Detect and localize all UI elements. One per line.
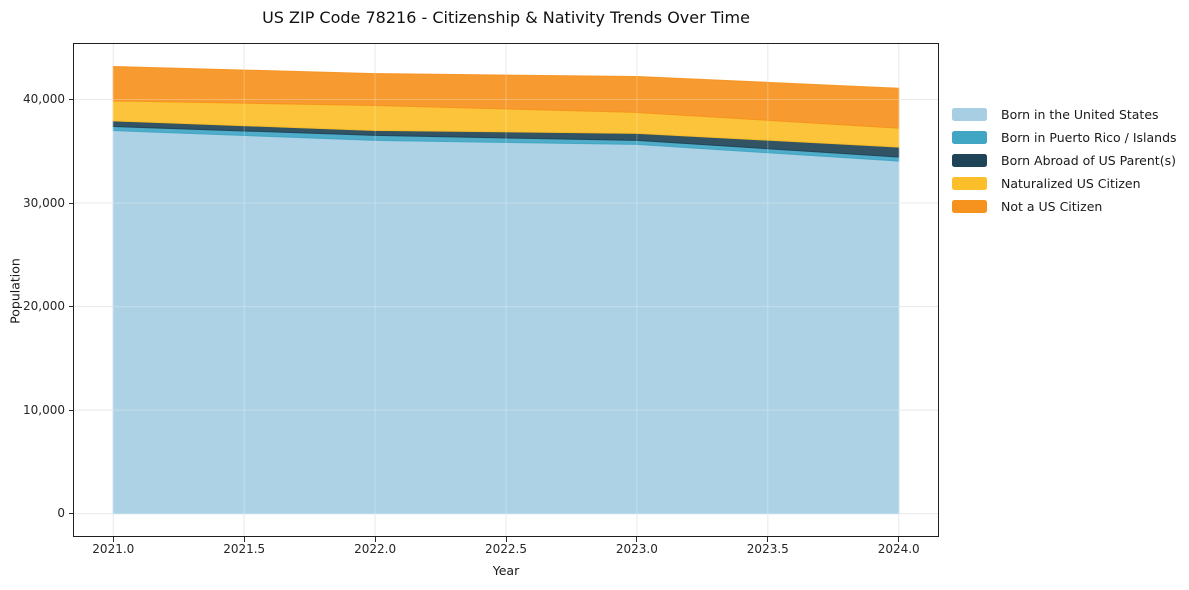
legend-swatch-icon <box>952 177 987 190</box>
y-tick-mark <box>69 409 74 411</box>
legend-swatch-icon <box>952 108 987 121</box>
y-tick-label: 20,000 <box>23 299 65 314</box>
legend-item: Born Abroad of US Parent(s) <box>952 153 1177 168</box>
area-series-4 <box>112 65 900 129</box>
legend-swatch-icon <box>952 131 987 144</box>
x-tick-mark <box>112 537 114 542</box>
x-tick-label: 2021.5 <box>223 542 266 556</box>
y-tick-label: 30,000 <box>23 195 65 210</box>
x-tick-mark <box>505 537 507 542</box>
legend-item: Born in Puerto Rico / Islands <box>952 130 1177 145</box>
x-tick-label: 2024.0 <box>877 542 920 556</box>
legend-label: Naturalized US Citizen <box>1001 176 1141 191</box>
legend-item: Naturalized US Citizen <box>952 176 1177 191</box>
x-tick-label: 2023.0 <box>615 542 658 556</box>
gridlines-over <box>74 44 938 536</box>
legend-item: Not a US Citizen <box>952 199 1177 214</box>
x-tick-label: 2022.5 <box>485 542 527 556</box>
x-axis-label: Year <box>492 563 520 578</box>
x-tick-mark <box>767 537 769 542</box>
y-tick-mark <box>69 513 74 515</box>
legend-swatch-icon <box>952 154 987 167</box>
area-series-group <box>112 65 900 515</box>
x-tick-mark <box>898 537 900 542</box>
legend-swatch-icon <box>952 200 987 213</box>
legend-item: Born in the United States <box>952 107 1177 122</box>
chart-title: US ZIP Code 78216 - Citizenship & Nativi… <box>262 8 750 27</box>
x-tick-mark <box>374 537 376 542</box>
x-tick-label: 2021.0 <box>92 542 135 556</box>
x-tick-label: 2022.0 <box>354 542 397 556</box>
y-tick-mark <box>69 306 74 308</box>
legend-label: Born in the United States <box>1001 107 1159 122</box>
legend-label: Born in Puerto Rico / Islands <box>1001 130 1177 145</box>
y-tick-label: 40,000 <box>23 92 65 106</box>
y-tick-mark <box>69 99 74 100</box>
stacked-area-canvas <box>74 44 938 536</box>
y-tick-label: 0 <box>57 506 65 521</box>
legend: Born in the United States Born in Puerto … <box>952 107 1177 223</box>
legend-label: Born Abroad of US Parent(s) <box>1001 153 1176 168</box>
y-tick-mark <box>69 202 74 204</box>
x-tick-label: 2023.5 <box>746 542 789 556</box>
y-tick-label: 10,000 <box>23 402 65 417</box>
legend-label: Not a US Citizen <box>1001 199 1103 214</box>
plot-area <box>73 43 939 537</box>
x-tick-mark <box>636 537 638 542</box>
x-tick-mark <box>243 537 245 542</box>
